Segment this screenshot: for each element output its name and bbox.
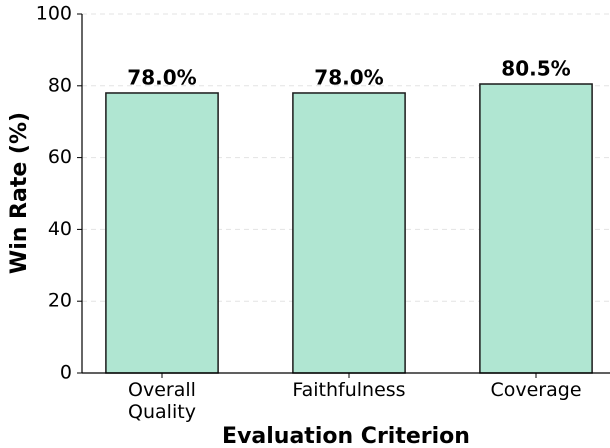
y-tick-label: 0: [60, 362, 72, 384]
value-label: 80.5%: [501, 57, 570, 81]
x-tick-label: Overall Quality: [128, 379, 196, 423]
y-tick-label: 20: [48, 290, 72, 312]
y-tick-label: 100: [36, 3, 72, 25]
y-axis-label: Win Rate (%): [7, 112, 32, 274]
value-label: 78.0%: [127, 65, 196, 89]
x-tick-label: Faithfulness: [292, 379, 406, 401]
bar: [479, 83, 593, 374]
bar: [105, 92, 219, 374]
x-axis-label: Evaluation Criterion: [222, 424, 470, 448]
value-label: 78.0%: [314, 65, 383, 89]
y-tick-label: 40: [48, 218, 72, 240]
y-tick-label: 60: [48, 146, 72, 168]
y-tick-label: 80: [48, 74, 72, 96]
x-tick-label: Coverage: [490, 379, 582, 401]
bar: [292, 92, 406, 374]
